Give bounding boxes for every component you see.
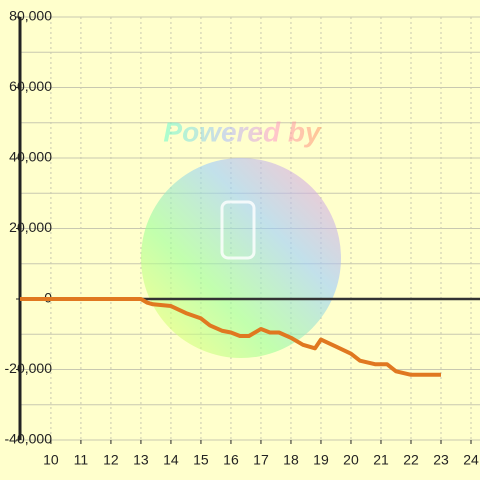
x-tick-label: 16 [223, 452, 239, 468]
x-tick-label: 12 [103, 452, 119, 468]
line-series [20, 297, 441, 377]
x-tick-label: 24 [463, 452, 479, 468]
y-tick-label: -40,000 [5, 431, 53, 447]
x-tick-label: 11 [74, 452, 89, 468]
x-tick-label: 13 [133, 452, 149, 468]
y-tick-label: 40,000 [9, 149, 52, 165]
x-tick-label: 18 [283, 452, 299, 468]
y-tick-label: 20,000 [9, 219, 52, 235]
x-tick-label: 17 [253, 452, 269, 468]
watermark-icon [220, 200, 256, 260]
y-tick-label: -20,000 [5, 360, 53, 376]
y-tick-label: 60,000 [9, 78, 52, 94]
watermark-text: Powered by [163, 116, 322, 147]
x-tick-label: 10 [43, 452, 59, 468]
x-tick-label: 19 [313, 452, 329, 468]
y-tick-label: 80,000 [9, 8, 52, 24]
x-tick-label: 14 [163, 452, 179, 468]
x-tick-label: 22 [403, 452, 419, 468]
x-tick-label: 23 [433, 452, 449, 468]
x-tick-label: 21 [373, 452, 389, 468]
x-tick-label: 20 [343, 452, 359, 468]
x-tick-label: 15 [193, 452, 209, 468]
plot: 10 11 12 13 14 15 16 17 18 19 20 21 22 23 24 -40,000 -20… [5, 8, 480, 468]
